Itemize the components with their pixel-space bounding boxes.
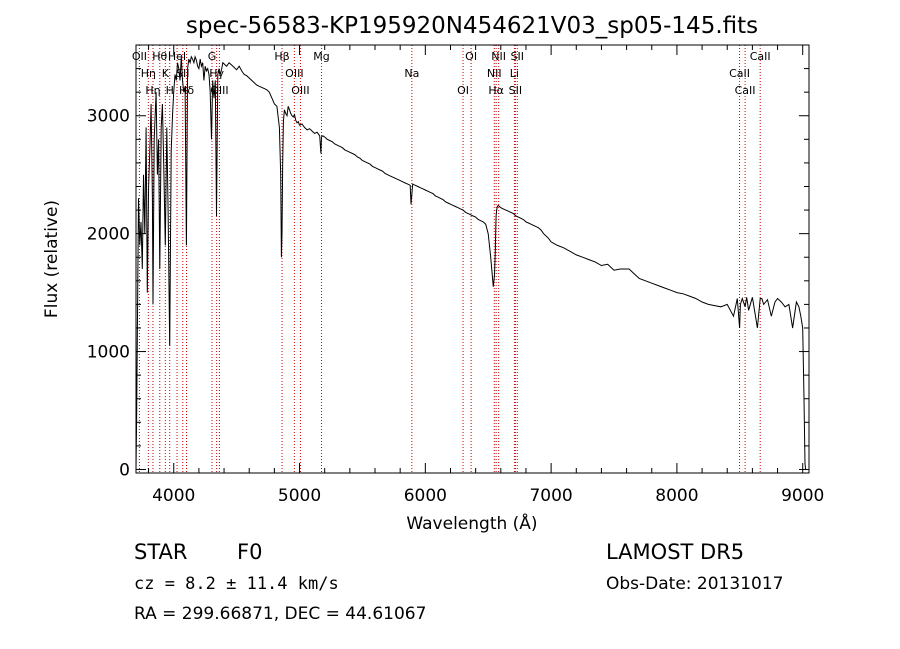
y-tick-label: 0	[119, 460, 130, 480]
y-tick-label: 1000	[87, 343, 130, 363]
marker-label: SII	[511, 50, 524, 63]
marker-label: OI	[465, 50, 477, 63]
x-tick-label: 4000	[152, 486, 195, 506]
marker-label: Li	[510, 67, 519, 80]
marker-label: K	[162, 67, 170, 80]
object-type: STAR	[134, 540, 187, 564]
marker-label: HeI	[168, 50, 186, 63]
x-tick-label: 5000	[278, 486, 321, 506]
plot-frame	[135, 44, 810, 474]
marker-label: OIII	[291, 84, 309, 97]
marker-label: G	[208, 50, 217, 63]
line-marker-labels: OIIHηHηHθKHHeISIIHδGHγOIIIHβOIIIOIIIMgNa…	[132, 50, 771, 97]
y-tick-label: 2000	[87, 225, 130, 245]
marker-label: H	[166, 84, 174, 97]
x-axis-ticks: 4000 5000 6000 7000 8000 9000	[148, 45, 824, 506]
marker-label: Hη	[141, 67, 156, 80]
marker-label: OI	[457, 84, 469, 97]
line-markers	[138, 45, 761, 473]
x-tick-label: 9000	[781, 486, 824, 506]
marker-label: OII	[132, 50, 147, 63]
y-tick-label: 3000	[87, 107, 130, 127]
marker-label: CaII	[750, 50, 771, 63]
x-tick-label: 7000	[529, 486, 572, 506]
obs-date: Obs-Date: 20131017	[606, 574, 783, 594]
marker-label: NII	[491, 50, 506, 63]
marker-label: Hη	[145, 84, 160, 97]
marker-label: Hθ	[152, 50, 167, 63]
marker-label: Hδ	[179, 84, 194, 97]
marker-label: Hα	[488, 84, 504, 97]
marker-label: OIII	[285, 67, 303, 80]
coordinates: RA = 299.66871, DEC = 44.61067	[134, 604, 426, 624]
spectrum-line	[135, 54, 807, 470]
marker-label: Hγ	[209, 67, 224, 80]
y-axis-label: Flux (relative)	[42, 200, 62, 318]
marker-label: Mg	[313, 50, 329, 63]
redshift-info: cz = 8.2 ± 11.4 km/s	[134, 574, 339, 594]
x-tick-label: 6000	[404, 486, 447, 506]
survey-name: LAMOST DR5	[606, 540, 744, 564]
chart-title: spec-56583-KP195920N454621V03_sp05-145.f…	[186, 13, 758, 39]
marker-label: CaII	[735, 84, 756, 97]
marker-label: Na	[404, 67, 419, 80]
marker-label: NII	[487, 67, 502, 80]
marker-label: CaII	[729, 67, 750, 80]
marker-label: SII	[509, 84, 522, 97]
spectral-subclass: F0	[237, 540, 262, 564]
marker-label: Hβ	[274, 50, 289, 63]
x-tick-label: 8000	[655, 486, 698, 506]
y-axis-ticks: 0 1000 2000 3000	[87, 68, 809, 480]
x-axis-label: Wavelength (Å)	[406, 512, 537, 534]
